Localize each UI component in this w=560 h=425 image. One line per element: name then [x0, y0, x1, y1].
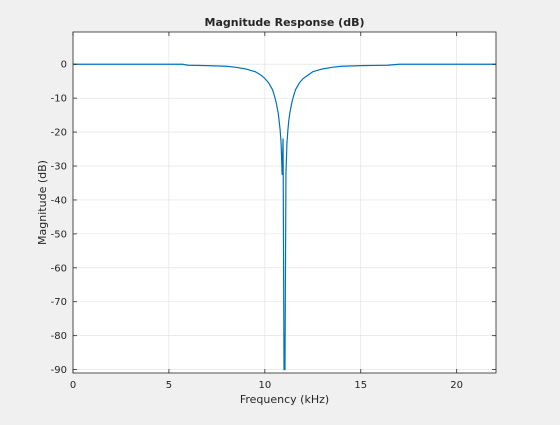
y-tick-label: -70	[51, 297, 67, 308]
x-tick-label: 15	[354, 380, 367, 391]
chart-title: Magnitude Response (dB)	[205, 16, 365, 29]
y-tick-label: -10	[51, 94, 67, 105]
x-tick-label: 10	[258, 380, 271, 391]
x-tick-label: 5	[166, 380, 172, 391]
y-tick-label: 0	[61, 60, 67, 71]
y-axis-label: Magnitude (dB)	[36, 160, 49, 245]
x-tick-label: 20	[450, 380, 463, 391]
magnitude-series-line	[73, 63, 496, 371]
y-tick-label: -80	[51, 331, 67, 342]
y-tick-label: -20	[51, 128, 67, 139]
y-tick-label: -60	[51, 263, 67, 274]
y-tick-label: -40	[51, 195, 67, 206]
y-tick-label: -50	[51, 229, 67, 240]
plot-area	[73, 32, 496, 373]
x-axis-label: Frequency (kHz)	[240, 393, 329, 406]
ticks: 0 5 10 15 20 0 -10 -20 -30 -40 -50 -60 -70 -80 -90	[51, 32, 496, 391]
plot-border	[72, 31, 497, 374]
x-tick-label: 0	[70, 380, 76, 391]
y-tick-label: -30	[51, 162, 67, 173]
y-tick-label: -90	[51, 365, 67, 376]
series-layer	[73, 63, 496, 371]
